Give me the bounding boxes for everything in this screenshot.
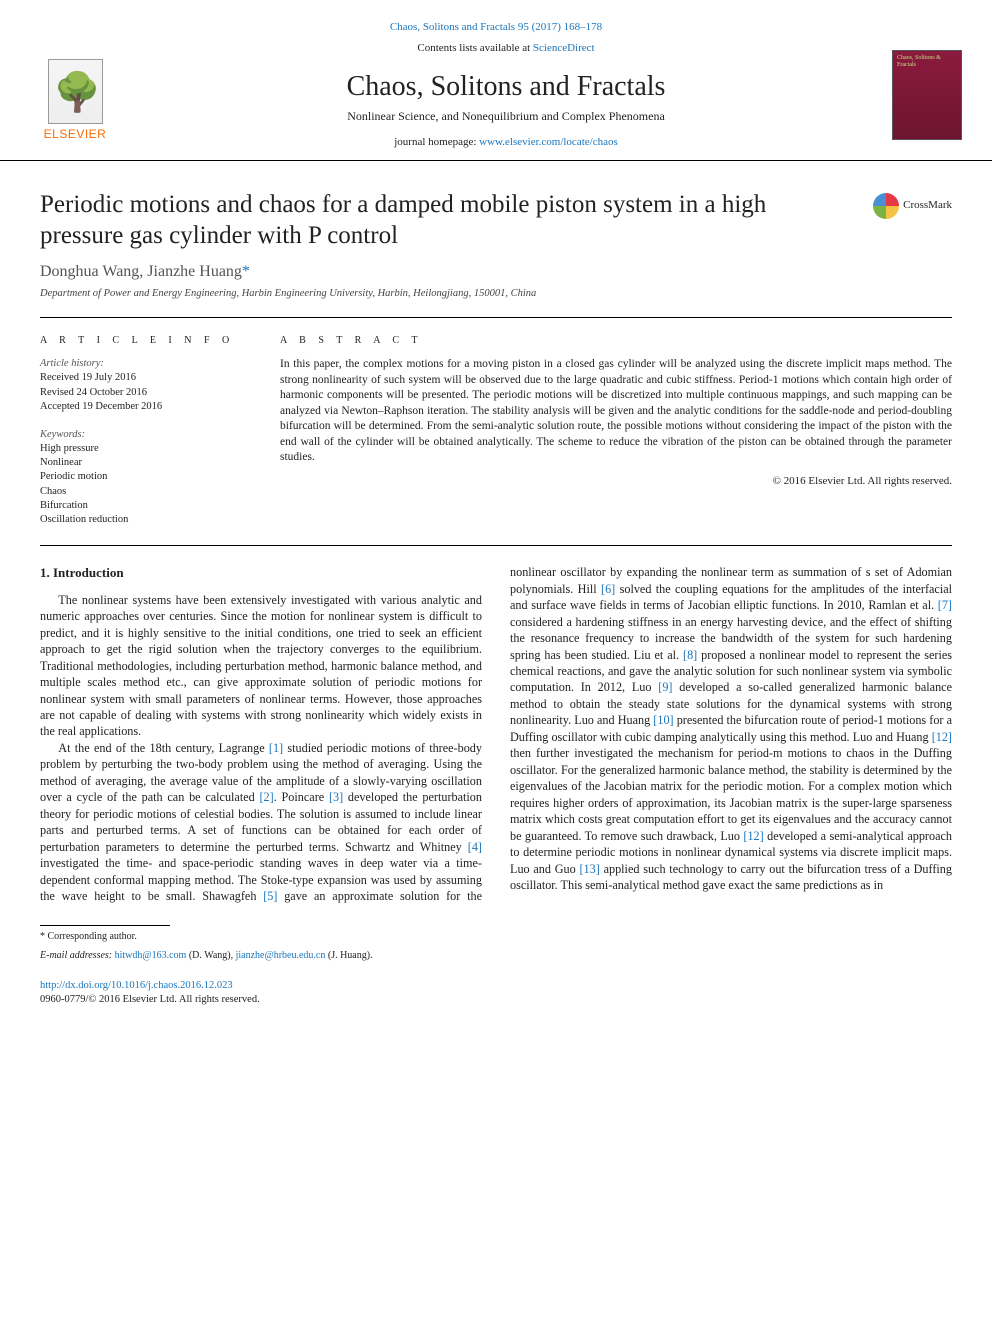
journal-header: ELSEVIER Contents lists available at Sci… bbox=[0, 41, 992, 161]
homepage-prefix: journal homepage: bbox=[394, 136, 479, 148]
journal-cover-thumbnail: Chaos, Solitons & Fractals bbox=[892, 50, 962, 140]
email-link[interactable]: hitwdh@163.com bbox=[115, 950, 187, 961]
keyword: Chaos bbox=[40, 485, 250, 499]
contents-prefix: Contents lists available at bbox=[417, 42, 532, 54]
received-date: Received 19 July 2016 bbox=[40, 371, 250, 385]
email-name: (J. Huang). bbox=[325, 950, 372, 961]
keyword: High pressure bbox=[40, 442, 250, 456]
article-info-heading: A R T I C L E I N F O bbox=[40, 334, 250, 348]
body-text: 1. Introduction The nonlinear systems ha… bbox=[0, 546, 992, 914]
citation-link[interactable]: [5] bbox=[263, 889, 277, 903]
journal-subtitle: Nonlinear Science, and Nonequilibrium an… bbox=[120, 108, 892, 124]
elsevier-tree-icon bbox=[48, 59, 103, 124]
citation-link[interactable]: [12] bbox=[743, 829, 763, 843]
issn-copyright: 0960-0779/© 2016 Elsevier Ltd. All right… bbox=[40, 994, 260, 1005]
crossmark-icon bbox=[873, 193, 899, 219]
crossmark-badge[interactable]: CrossMark bbox=[873, 193, 952, 219]
abstract-text: In this paper, the complex motions for a… bbox=[280, 357, 952, 466]
affiliation: Department of Power and Energy Engineeri… bbox=[0, 287, 992, 317]
doi-link[interactable]: http://dx.doi.org/10.1016/j.chaos.2016.1… bbox=[40, 980, 233, 991]
title-row: Periodic motions and chaos for a damped … bbox=[0, 161, 992, 252]
keyword: Bifurcation bbox=[40, 499, 250, 513]
corresponding-marker: * bbox=[242, 263, 250, 280]
keyword: Periodic motion bbox=[40, 470, 250, 484]
keyword: Oscillation reduction bbox=[40, 513, 250, 527]
authors: Donghua Wang, Jianzhe Huang* bbox=[0, 251, 992, 287]
article-history: Article history: Received 19 July 2016 R… bbox=[40, 357, 250, 414]
abstract-heading: A B S T R A C T bbox=[280, 334, 952, 348]
article-info: A R T I C L E I N F O Article history: R… bbox=[40, 334, 250, 527]
email-link[interactable]: jianzhe@hrbeu.edu.cn bbox=[236, 950, 326, 961]
citation-link[interactable]: [8] bbox=[683, 648, 697, 662]
keyword: Nonlinear bbox=[40, 456, 250, 470]
email-footnote: E-mail addresses: hitwdh@163.com (D. Wan… bbox=[0, 949, 992, 969]
keywords-label: Keywords: bbox=[40, 428, 250, 442]
citation-link[interactable]: [1] bbox=[269, 741, 283, 755]
abstract-copyright: © 2016 Elsevier Ltd. All rights reserved… bbox=[280, 474, 952, 489]
footnote-separator bbox=[40, 925, 170, 926]
top-citation: Chaos, Solitons and Fractals 95 (2017) 1… bbox=[0, 0, 992, 41]
meta-abstract-row: A R T I C L E I N F O Article history: R… bbox=[0, 318, 992, 545]
citation-link[interactable]: [10] bbox=[653, 713, 673, 727]
crossmark-label: CrossMark bbox=[903, 198, 952, 213]
email-label: E-mail addresses: bbox=[40, 950, 112, 961]
sciencedirect-link[interactable]: ScienceDirect bbox=[533, 42, 595, 54]
homepage-link[interactable]: www.elsevier.com/locate/chaos bbox=[479, 136, 618, 148]
citation-link[interactable]: [3] bbox=[329, 790, 343, 804]
citation-link[interactable]: [9] bbox=[658, 680, 672, 694]
email-name: (D. Wang), bbox=[186, 950, 235, 961]
keywords-list: High pressure Nonlinear Periodic motion … bbox=[40, 442, 250, 527]
revised-date: Revised 24 October 2016 bbox=[40, 386, 250, 400]
abstract: A B S T R A C T In this paper, the compl… bbox=[280, 334, 952, 527]
citation-link[interactable]: [7] bbox=[938, 598, 952, 612]
publisher-name: ELSEVIER bbox=[44, 126, 107, 142]
homepage-line: journal homepage: www.elsevier.com/locat… bbox=[120, 135, 892, 150]
accepted-date: Accepted 19 December 2016 bbox=[40, 400, 250, 414]
authors-line: Donghua Wang, Jianzhe Huang bbox=[40, 263, 242, 280]
contents-line: Contents lists available at ScienceDirec… bbox=[120, 41, 892, 56]
journal-title: Chaos, Solitons and Fractals bbox=[120, 68, 892, 106]
section-heading: 1. Introduction bbox=[40, 564, 482, 582]
top-citation-link[interactable]: Chaos, Solitons and Fractals 95 (2017) 1… bbox=[390, 21, 602, 33]
corresponding-footnote: * Corresponding author. bbox=[0, 930, 992, 950]
citation-link[interactable]: [12] bbox=[932, 730, 952, 744]
paper-title: Periodic motions and chaos for a damped … bbox=[40, 189, 855, 252]
citation-link[interactable]: [2] bbox=[260, 790, 274, 804]
citation-link[interactable]: [13] bbox=[580, 862, 600, 876]
citation-link[interactable]: [4] bbox=[468, 840, 482, 854]
paragraph: The nonlinear systems have been extensiv… bbox=[40, 592, 482, 740]
publisher-logo: ELSEVIER bbox=[30, 48, 120, 143]
history-label: Article history: bbox=[40, 357, 250, 371]
citation-link[interactable]: [6] bbox=[601, 582, 615, 596]
doi-block: http://dx.doi.org/10.1016/j.chaos.2016.1… bbox=[0, 969, 992, 1037]
header-center: Contents lists available at ScienceDirec… bbox=[120, 41, 892, 150]
